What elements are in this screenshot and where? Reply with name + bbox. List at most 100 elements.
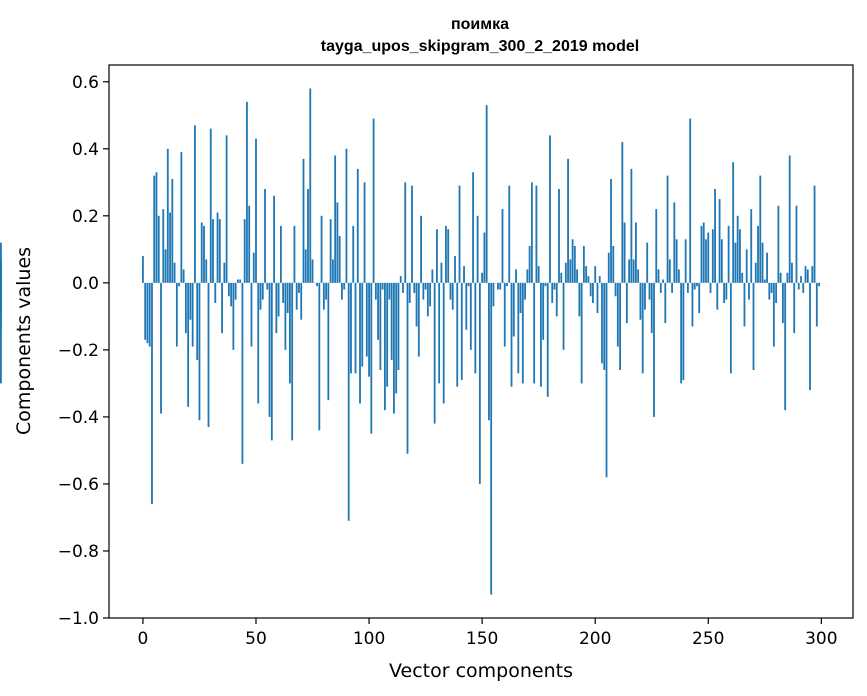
bar xyxy=(424,282,427,290)
bar xyxy=(352,225,355,283)
bar xyxy=(449,282,452,300)
bar xyxy=(383,282,386,411)
y-axis-label: Components values xyxy=(13,247,35,435)
bar xyxy=(442,282,445,404)
x-tick-label: 150 xyxy=(466,629,498,649)
x-tick-label: 100 xyxy=(353,629,385,649)
bar xyxy=(361,282,364,367)
bar xyxy=(788,155,791,283)
bar xyxy=(191,282,194,347)
bar xyxy=(404,182,407,283)
bar xyxy=(0,282,2,384)
chart-title: поимка xyxy=(451,16,509,33)
bar xyxy=(512,282,515,337)
bar xyxy=(576,269,579,283)
bar xyxy=(818,282,820,287)
bar xyxy=(573,245,576,283)
bar xyxy=(467,282,470,287)
bar xyxy=(327,282,330,401)
bar xyxy=(682,282,685,381)
bar xyxy=(657,269,660,283)
bar xyxy=(524,282,526,300)
bar xyxy=(268,282,271,417)
bar xyxy=(431,269,434,283)
bar xyxy=(540,282,542,387)
bar xyxy=(264,189,266,283)
bar xyxy=(390,282,393,360)
bar xyxy=(596,282,599,314)
bar xyxy=(451,282,454,310)
bar xyxy=(759,175,762,283)
bar xyxy=(368,282,370,377)
bar xyxy=(718,199,721,283)
bar xyxy=(463,266,465,283)
bar xyxy=(331,259,334,283)
bar xyxy=(705,239,707,283)
bar xyxy=(521,282,524,384)
bar xyxy=(723,282,726,303)
bar xyxy=(677,269,680,283)
bar xyxy=(499,282,502,290)
bar xyxy=(413,282,416,293)
bar xyxy=(203,225,205,283)
bar xyxy=(151,282,153,505)
bar xyxy=(316,282,318,287)
bar xyxy=(408,282,411,303)
y-tick-label: −1.0 xyxy=(58,609,99,629)
bar xyxy=(806,269,809,283)
bar xyxy=(356,168,359,283)
bar xyxy=(530,182,533,283)
bar xyxy=(261,282,264,300)
bar xyxy=(734,242,737,283)
bar xyxy=(546,282,549,397)
bar xyxy=(436,229,438,283)
bar xyxy=(700,225,703,283)
bar xyxy=(616,282,619,347)
bar xyxy=(311,259,314,283)
bar xyxy=(621,142,624,283)
bar xyxy=(397,282,400,370)
bar xyxy=(632,259,635,283)
bar xyxy=(298,282,300,293)
bar xyxy=(243,219,246,283)
bar xyxy=(164,249,167,283)
bar xyxy=(770,282,773,293)
bar xyxy=(488,282,490,421)
y-tick-label: −0.8 xyxy=(58,542,99,562)
bar xyxy=(644,282,646,310)
bar xyxy=(815,282,818,327)
y-tick-label: −0.4 xyxy=(58,408,99,428)
bar xyxy=(377,282,380,340)
y-axis-ticks: −1.0 −0.8 −0.6 −0.4 −0.2 0.0 0.2 0.4 0.6 xyxy=(58,73,109,629)
bar xyxy=(655,209,658,283)
bar xyxy=(239,279,242,283)
bar xyxy=(184,282,187,334)
bar xyxy=(374,282,377,300)
bar xyxy=(772,282,775,347)
bar xyxy=(166,148,169,283)
bar xyxy=(551,282,554,303)
bar xyxy=(248,205,251,283)
bar xyxy=(169,212,171,283)
bar xyxy=(659,282,662,293)
bar xyxy=(198,282,201,421)
bar xyxy=(289,282,291,384)
bar xyxy=(639,282,642,320)
bar xyxy=(365,282,368,357)
bar xyxy=(320,215,323,283)
bar xyxy=(214,282,217,303)
bar xyxy=(354,282,357,374)
bar xyxy=(585,266,588,283)
bar xyxy=(187,282,190,407)
bar xyxy=(225,135,228,283)
bar xyxy=(246,101,248,283)
bar xyxy=(804,266,807,283)
bar xyxy=(148,282,151,347)
bar xyxy=(503,282,506,347)
bar xyxy=(146,282,149,344)
bar xyxy=(535,185,538,283)
bar xyxy=(469,282,472,350)
bar xyxy=(209,128,212,283)
bar xyxy=(218,219,221,283)
